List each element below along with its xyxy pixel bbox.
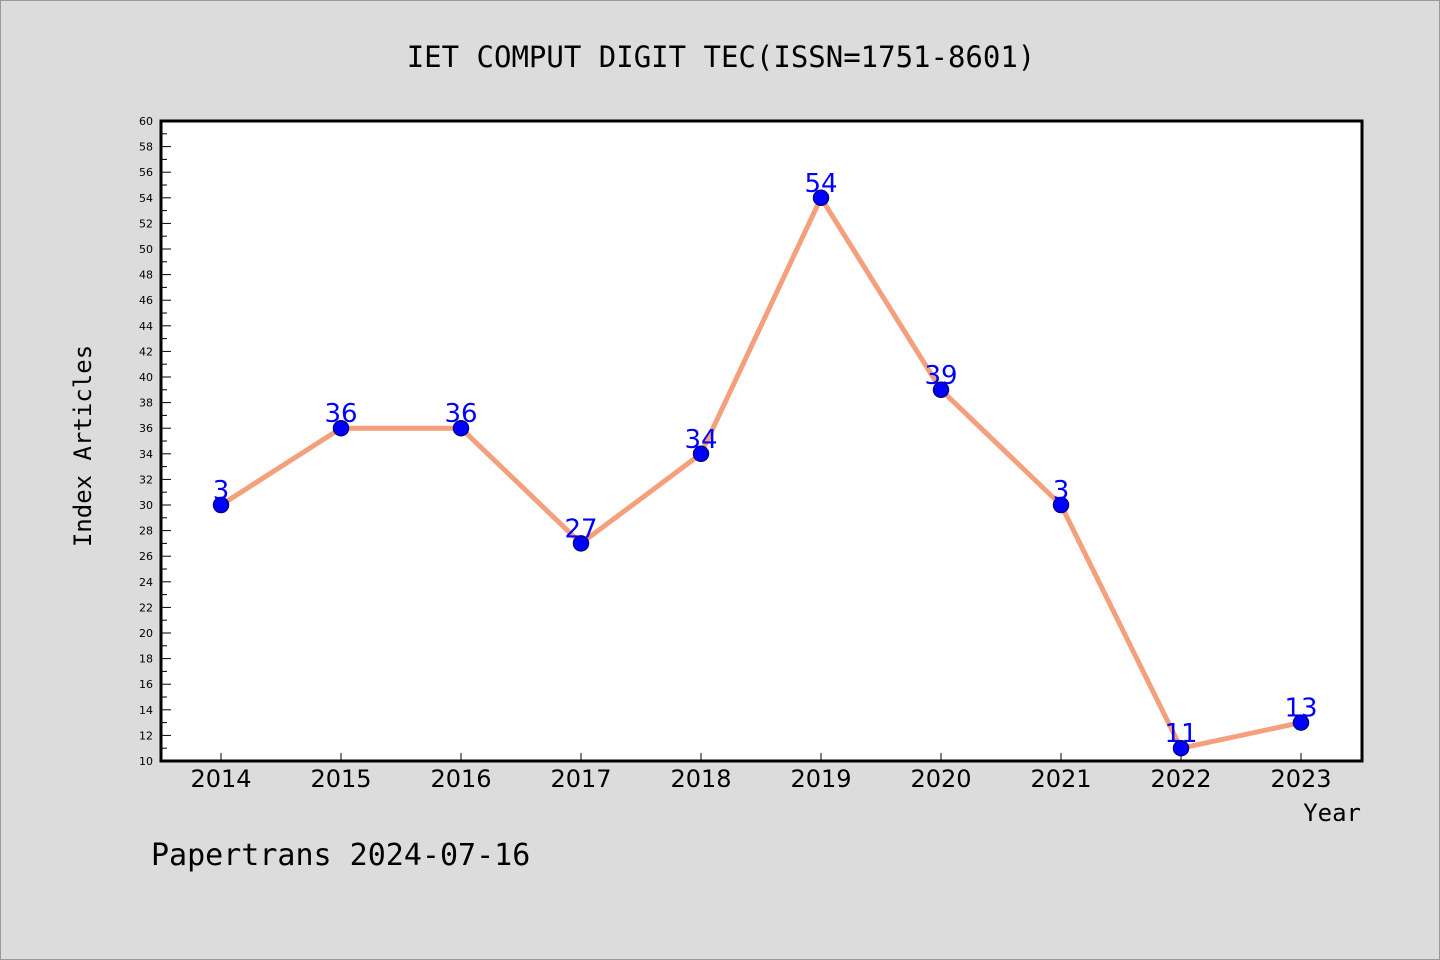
x-tick-label: 2016: [430, 765, 491, 793]
x-tick-label: 2018: [670, 765, 731, 793]
y-tick-label: 30: [139, 499, 153, 512]
y-tick-label: 56: [139, 166, 153, 179]
plot-area: [159, 119, 1364, 763]
y-tick-label: 26: [139, 550, 153, 563]
data-label-2022: 11: [1164, 719, 1197, 749]
data-label-2014: 3: [213, 476, 230, 506]
data-point-2017: [572, 535, 590, 552]
data-point-2021: [1052, 496, 1070, 514]
y-tick-label: 18: [139, 653, 153, 666]
y-tick-label: 52: [139, 217, 153, 230]
data-point-2020: [932, 381, 950, 399]
y-tick-label: 60: [139, 115, 153, 128]
y-tick-label: 20: [139, 627, 153, 640]
y-tick-label: 22: [139, 601, 153, 614]
y-axis-label: Index Articles: [69, 345, 97, 547]
data-point-2019: [812, 189, 830, 207]
y-tick-label: 48: [139, 269, 153, 282]
x-tick-label: 2021: [1030, 765, 1091, 793]
y-tick-label: 46: [139, 294, 153, 307]
x-tick-label: 2014: [190, 765, 251, 793]
data-point-2014: [212, 496, 230, 514]
x-tick-label: 2022: [1150, 765, 1211, 793]
x-tick-label: 2017: [550, 765, 611, 793]
y-tick-label: 34: [139, 448, 153, 461]
series-line: [218, 195, 1304, 751]
x-tick-label: 2023: [1270, 765, 1331, 793]
y-tick-label: 44: [139, 320, 153, 333]
y-axis-ticks: 10 12 14 16 18 20 22 24 26 28 30 32 34 36 38 40 42 44 46 48…: [139, 115, 171, 768]
y-tick-label: 32: [139, 473, 153, 486]
data-label-2021: 3: [1053, 476, 1070, 506]
data-label-2019: 54: [804, 169, 837, 199]
y-tick-label: 54: [139, 192, 153, 205]
data-point-2022: [1172, 739, 1190, 757]
data-label-2020: 39: [924, 361, 957, 391]
data-label-2017: 27: [564, 514, 597, 544]
x-tick-label: 2020: [910, 765, 971, 793]
data-label-2023: 13: [1284, 694, 1317, 724]
series-markers: [212, 189, 1310, 757]
data-point-2015: [332, 419, 350, 437]
y-tick-label: 12: [139, 729, 153, 742]
y-tick-label: 24: [139, 576, 153, 589]
y-tick-label: 38: [139, 397, 153, 410]
data-label-2015: 36: [324, 399, 357, 429]
data-labels: 3 36 36 27 34 54 39 3 11 13: [213, 169, 1318, 749]
y-tick-label: 40: [139, 371, 153, 384]
y-tick-label: 36: [139, 422, 153, 435]
chart-title: IET COMPUT DIGIT TEC(ISSN=1751-8601): [407, 40, 1036, 74]
series-line-group: [218, 195, 1304, 751]
footer-source-date: Papertrans 2024-07-16: [151, 838, 530, 873]
y-tick-label: 28: [139, 525, 153, 538]
y-tick-label: 42: [139, 345, 153, 358]
data-label-2018: 34: [684, 425, 717, 455]
x-axis-label: Year: [1303, 799, 1361, 827]
y-tick-label: 16: [139, 678, 153, 691]
data-point-2018: [692, 445, 710, 463]
data-point-2016: [452, 419, 470, 437]
y-tick-label: 58: [139, 141, 153, 154]
y-tick-label: 10: [139, 755, 153, 768]
x-tick-label: 2019: [790, 765, 851, 793]
data-point-2023: [1292, 714, 1310, 731]
x-axis-ticks: 2014 2015 2016 2017 2018 2019 2020 2021 2022 2023: [190, 753, 1332, 793]
y-tick-label: 14: [139, 704, 153, 717]
x-tick-label: 2015: [310, 765, 371, 793]
y-tick-label: 50: [139, 243, 153, 256]
data-label-2016: 36: [444, 399, 477, 429]
